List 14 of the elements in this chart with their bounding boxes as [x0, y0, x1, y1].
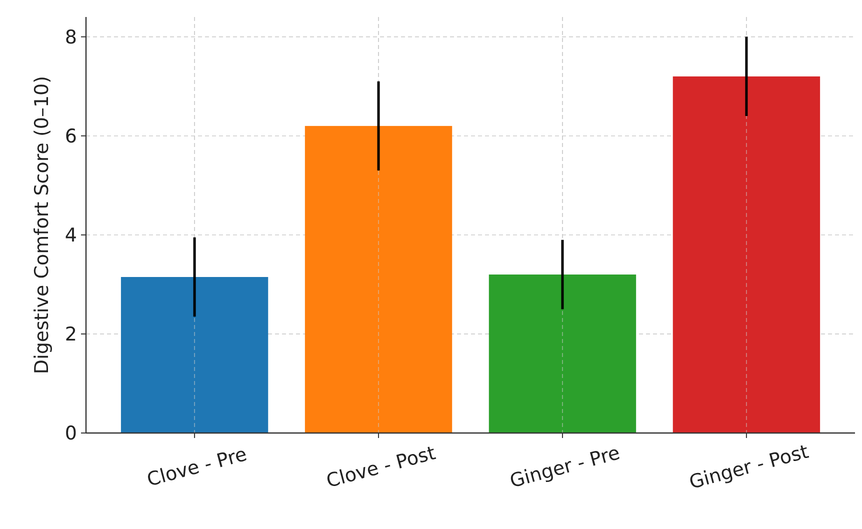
y-tick-label: 0	[64, 422, 77, 445]
bar	[120, 277, 268, 433]
y-tick-label: 2	[64, 324, 77, 346]
x-tick-label: Ginger - Pre	[508, 442, 622, 492]
y-tick-label: 4	[64, 224, 77, 247]
y-tick-label: 6	[64, 126, 77, 148]
x-tick-label: Ginger - Post	[686, 440, 811, 494]
y-axis-title: Digestive Comfort Score (0–10)	[31, 76, 53, 374]
x-tick-label: Clove - Post	[324, 442, 438, 492]
y-tick-label: 8	[64, 26, 77, 48]
bar	[304, 126, 452, 433]
bar	[672, 76, 820, 433]
x-tick-label: Clove - Pre	[144, 443, 250, 492]
bar	[488, 274, 636, 433]
